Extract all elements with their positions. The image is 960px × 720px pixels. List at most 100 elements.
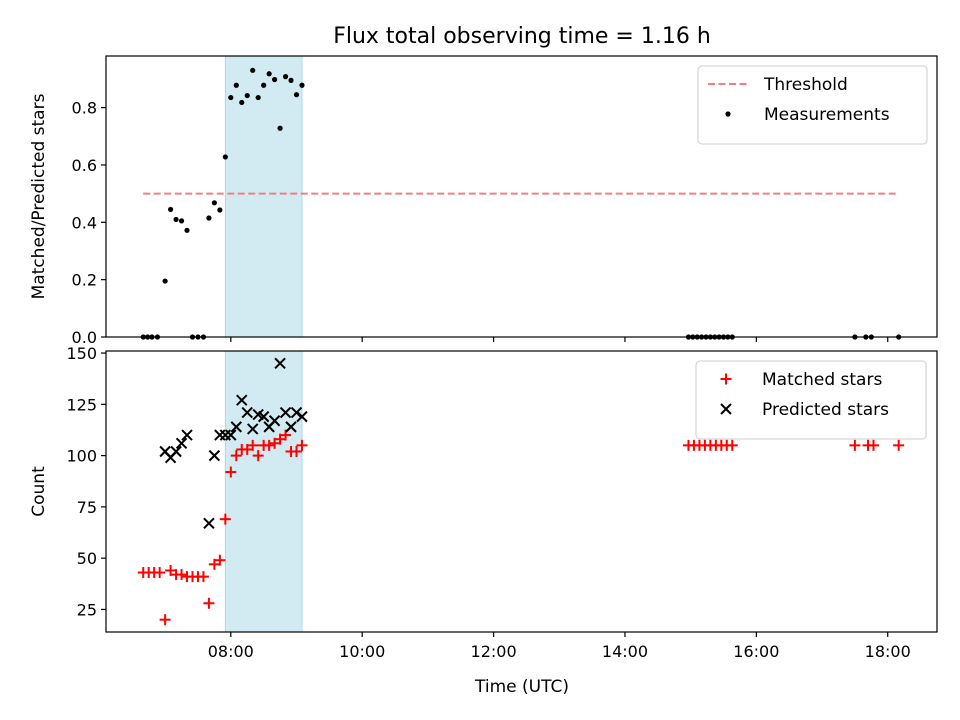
axes-frame [105,55,938,338]
matched-star-marker [867,439,879,451]
y-tick-label: 0.2 [72,271,97,290]
predicted-star-marker-b [159,445,171,458]
matched-star-marker [296,439,308,451]
predicted-star-marker-b [268,415,281,427]
measurement-point [293,92,300,98]
matched-star-marker [159,614,171,626]
measurement-point [272,76,278,83]
measurement-point [277,125,283,131]
predicted-star-marker [175,437,188,450]
legend-matched-swatch [720,373,732,385]
predicted-star-marker-b [208,449,221,462]
measurement-point [184,227,190,233]
predicted-star-marker-b [170,445,182,458]
matched-star-marker [225,466,237,478]
predicted-star-marker-b [257,410,270,423]
matched-star-marker [280,429,292,441]
chart-title: Flux total observing time = 1.16 h [333,24,711,49]
matched-star-marker [214,554,226,566]
y-tick-label: 125 [66,395,97,414]
predicted-star-marker-b [225,429,237,441]
x-tick-label: 12:00 [471,642,517,661]
x-axis-label: Time (UTC) [474,677,569,697]
matched-star-marker [154,567,166,579]
measurement-point [299,82,305,88]
matched-star-marker [197,571,209,583]
predicted-star-marker [170,445,182,458]
legend-predicted-swatch [720,403,732,415]
predicted-star-marker-b [236,394,248,406]
measurement-point [162,278,168,284]
predicted-star-marker [247,423,259,435]
measurement-point [250,67,256,73]
measurement-point [173,216,179,223]
y-tick-label: 0.0 [72,328,97,347]
observing-span [225,56,302,337]
y-tick-label: 25 [77,600,97,619]
predicted-star-marker [257,410,270,423]
matched-star-marker [252,450,264,462]
matched-star-marker [230,450,242,462]
predicted-star-marker-b [274,357,286,370]
measurement-point [211,200,217,206]
ratio-panel: 0.0 0.2 0.4 0.6 0.8 Matched/Predicted stars Th… [29,55,938,347]
measurement-point [222,154,228,160]
measurement-point [167,206,174,213]
legend-label: Predicted stars [762,400,889,420]
predicted-star-marker-b [175,437,188,450]
legend-label: Threshold [763,75,848,95]
legend-label: Matched stars [762,370,882,390]
predicted-star-marker-b [241,406,253,419]
measurement-point [228,94,234,101]
predicted-star-marker-b [181,429,193,441]
matched-star-marker [219,513,231,525]
legend-label: Measurements [764,105,890,125]
legend: Matched stars Predicted stars [695,360,927,440]
matched-star-marker [263,439,275,451]
measurement-point [288,77,294,83]
count-panel: 25 50 75 100 125 150 08:00 10:00 12:00 14:00 16:00… [29,344,938,661]
predicted-star-marker [230,421,242,433]
matched-star-marker [726,439,738,451]
legend: Threshold Measurements [697,65,928,145]
matched-star-marker [176,569,188,581]
x-tick-label: 18:00 [865,642,911,661]
legend-predicted-swatch-b [720,403,732,415]
measurement-point [244,92,250,99]
y-tick-label: 100 [66,447,97,466]
predicted-star-marker [285,421,297,433]
measurement-point [233,82,239,88]
x-tick-label: 08:00 [208,642,254,661]
predicted-star-marker-b [247,423,259,435]
predicted-star-marker [181,429,193,441]
predicted-star-marker-b [279,406,292,419]
predicted-star-marker [203,517,215,529]
predicted-star-marker [208,449,221,462]
measurement-point [261,82,267,88]
predicted-star-marker-b [285,421,297,433]
y-tick-label: 50 [77,549,97,568]
measurement-point [206,215,212,221]
measurement-point [282,74,289,80]
measurement-point [255,94,261,101]
x-tick-label: 10:00 [339,642,385,661]
legend-box [695,360,927,440]
x-tick-label: 16:00 [733,642,779,661]
predicted-star-marker [296,410,308,423]
observing-span [225,351,302,632]
y-tick-label: 0.4 [72,213,97,232]
predicted-star-marker [274,357,286,370]
predicted-star-marker-b [296,410,308,423]
y-tick-label: 0.6 [72,156,97,175]
y-tick-label: 0.8 [72,99,97,118]
x-tick-label: 14:00 [602,642,648,661]
matched-star-marker [893,439,905,451]
measurement-point [217,207,223,213]
predicted-star-marker-b [203,517,215,529]
legend-measurement-swatch [725,111,731,117]
predicted-star-marker-b [252,408,264,421]
predicted-star-marker-b [230,421,242,433]
matched-star-marker [247,439,259,451]
matched-star-marker [291,446,303,458]
